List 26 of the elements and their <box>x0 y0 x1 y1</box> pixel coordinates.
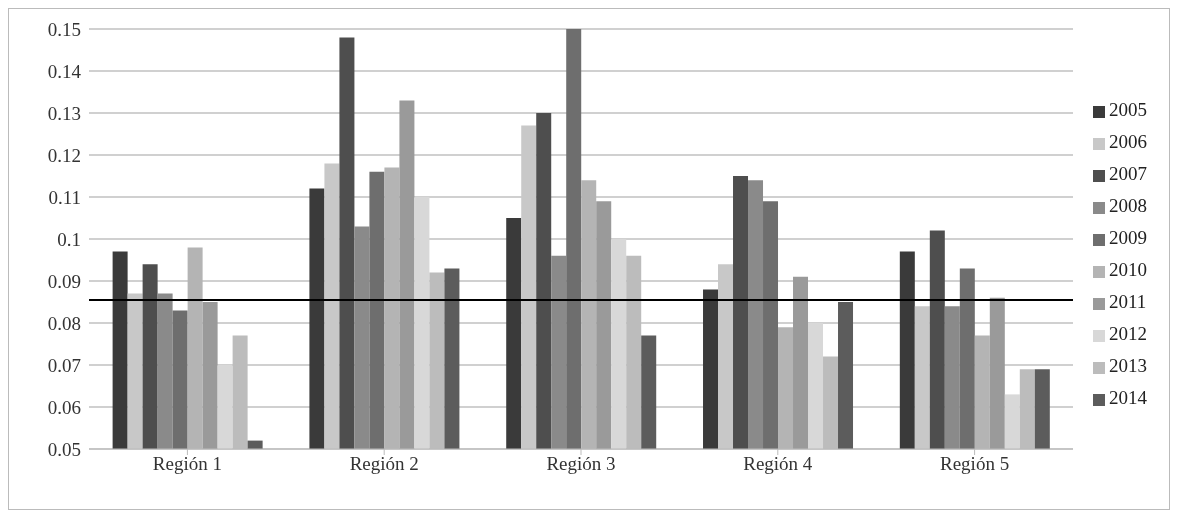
y-tick-label: 0.08 <box>47 312 81 334</box>
x-tick-label: Región 1 <box>152 453 222 475</box>
legend-label: 2010 <box>1109 259 1147 280</box>
legend-label: 2005 <box>1109 99 1147 120</box>
y-tick-label: 0.13 <box>47 102 81 124</box>
y-tick-label: 0.06 <box>47 396 81 418</box>
legend-label: 2013 <box>1109 355 1147 376</box>
y-tick-label: 0.1 <box>57 228 81 250</box>
legend-label: 2006 <box>1109 131 1147 152</box>
legend-label: 2012 <box>1109 323 1147 344</box>
y-tick-label: 0.14 <box>47 60 82 82</box>
x-tick-label: Región 3 <box>546 453 616 475</box>
y-tick-label: 0.11 <box>48 186 81 208</box>
y-tick-label: 0.07 <box>47 354 81 376</box>
x-tick-label: Región 2 <box>349 453 419 475</box>
y-tick-label: 0.09 <box>47 270 81 292</box>
legend-label: 2014 <box>1109 387 1147 408</box>
y-tick-label: 0.12 <box>47 144 81 166</box>
legend-label: 2011 <box>1109 291 1147 312</box>
y-tick-label: 0.15 <box>47 18 81 40</box>
x-tick-label: Región 5 <box>940 453 1010 475</box>
legend-label: 2009 <box>1109 227 1147 248</box>
legend-label: 2007 <box>1109 163 1147 184</box>
legend-label: 2008 <box>1109 195 1147 216</box>
y-tick-label: 0.05 <box>47 438 81 460</box>
x-tick-label: Región 4 <box>743 453 813 475</box>
